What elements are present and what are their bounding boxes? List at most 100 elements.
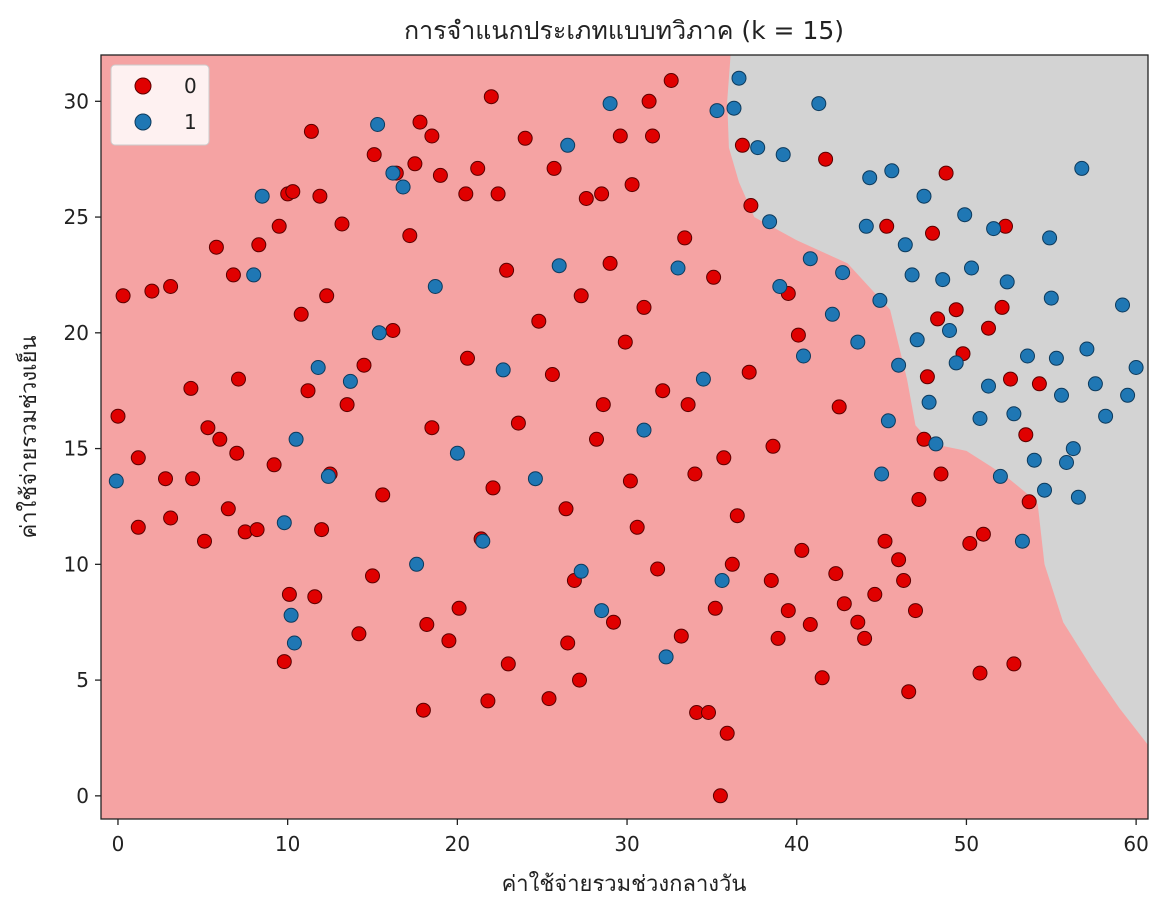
- data-point-class-0: [231, 371, 246, 387]
- y-axis: 0 5 10 15 20 25 30: [64, 89, 101, 808]
- data-point-class-0: [334, 216, 350, 232]
- data-point-class-1: [1020, 348, 1035, 364]
- y-tick-label: 0: [76, 784, 89, 808]
- x-tick-label: 0: [112, 832, 125, 856]
- data-point-class-0: [629, 519, 645, 535]
- data-point-class-0: [225, 267, 241, 283]
- data-point-class-0: [424, 128, 440, 144]
- data-point-class-1: [762, 214, 778, 230]
- y-tick-label: 10: [64, 552, 89, 576]
- data-point-class-0: [510, 415, 526, 431]
- legend-label-0: 0: [184, 74, 197, 98]
- data-point-class-1: [1115, 297, 1130, 313]
- data-point-class-1: [824, 306, 840, 322]
- plot-area: [100, 54, 1149, 820]
- data-point-class-0: [602, 255, 618, 271]
- data-point-class-0: [818, 151, 834, 167]
- data-point-class-0: [208, 239, 224, 255]
- data-point-class-1: [636, 422, 652, 438]
- data-point-class-0: [877, 533, 893, 549]
- data-point-class-1: [957, 207, 973, 223]
- data-point-class-1: [972, 411, 988, 426]
- data-point-class-1: [986, 221, 1002, 237]
- data-point-class-0: [356, 357, 372, 373]
- data-point-class-1: [288, 431, 304, 447]
- data-point-class-1: [1048, 350, 1064, 366]
- data-point-class-1: [964, 260, 979, 276]
- data-point-class-1: [1120, 387, 1136, 403]
- data-point-class-0: [412, 114, 428, 130]
- data-point-class-1: [495, 362, 511, 378]
- data-point-class-0: [650, 561, 666, 577]
- data-point-class-0: [763, 573, 779, 588]
- legend: 0 1: [110, 64, 210, 146]
- data-point-class-0: [451, 600, 467, 616]
- data-point-class-0: [624, 177, 640, 193]
- data-point-class-0: [375, 487, 391, 503]
- data-point-class-0: [339, 397, 355, 413]
- data-point-class-0: [185, 471, 201, 487]
- data-point-class-0: [300, 383, 316, 399]
- data-point-class-0: [622, 473, 638, 489]
- data-point-class-0: [972, 665, 988, 681]
- data-point-class-0: [836, 596, 852, 612]
- data-point-class-1: [999, 274, 1015, 290]
- data-point-class-1: [1026, 452, 1042, 468]
- data-point-class-0: [606, 614, 621, 630]
- data-point-class-1: [370, 117, 386, 132]
- data-point-class-1: [872, 292, 888, 308]
- series-1-points: [108, 70, 1144, 665]
- y-tick-label: 25: [64, 205, 89, 229]
- data-point-class-0: [578, 191, 594, 206]
- data-point-class-0: [930, 311, 946, 327]
- data-point-class-0: [163, 279, 179, 294]
- data-point-class-0: [1006, 656, 1022, 672]
- data-point-class-0: [541, 691, 557, 707]
- data-point-class-0: [483, 89, 499, 105]
- data-point-class-0: [891, 552, 907, 568]
- data-point-class-0: [424, 420, 440, 436]
- data-point-class-0: [158, 471, 173, 487]
- data-point-class-1: [1014, 533, 1030, 549]
- data-point-class-0: [687, 466, 703, 482]
- data-point-class-1: [385, 165, 401, 181]
- data-point-class-1: [695, 371, 711, 387]
- data-point-class-1: [709, 103, 725, 119]
- data-point-class-0: [612, 128, 628, 144]
- data-point-class-0: [432, 167, 448, 183]
- data-point-class-0: [724, 556, 740, 572]
- data-point-class-1: [310, 360, 326, 375]
- data-point-class-1: [1079, 341, 1095, 357]
- data-point-class-0: [933, 466, 949, 482]
- data-point-class-1: [427, 279, 443, 294]
- data-point-class-1: [796, 348, 811, 364]
- data-point-class-0: [220, 501, 236, 517]
- data-point-class-0: [879, 218, 895, 234]
- x-tick-label: 20: [445, 832, 470, 856]
- data-point-class-1: [475, 533, 491, 549]
- data-point-class-0: [994, 299, 1010, 315]
- data-point-class-0: [276, 654, 292, 670]
- data-point-class-1: [1087, 376, 1103, 392]
- data-point-class-0: [402, 228, 418, 244]
- data-point-class-0: [975, 526, 991, 542]
- data-point-class-0: [407, 156, 423, 172]
- data-point-class-0: [1021, 494, 1037, 510]
- data-point-class-1: [772, 279, 788, 294]
- data-point-class-0: [655, 383, 671, 399]
- data-point-class-0: [673, 628, 689, 644]
- data-point-class-1: [1059, 455, 1074, 470]
- data-point-class-0: [517, 130, 533, 146]
- data-point-class-1: [835, 265, 851, 281]
- data-point-class-0: [366, 147, 382, 163]
- data-point-class-1: [276, 515, 292, 531]
- data-point-class-0: [460, 350, 475, 366]
- data-point-class-1: [850, 334, 866, 350]
- data-point-class-0: [385, 323, 401, 338]
- data-point-class-0: [901, 684, 917, 700]
- data-point-class-1: [928, 436, 944, 452]
- data-point-class-0: [546, 160, 562, 176]
- data-point-class-0: [163, 510, 179, 526]
- data-point-class-1: [775, 147, 791, 163]
- data-point-class-0: [734, 137, 750, 153]
